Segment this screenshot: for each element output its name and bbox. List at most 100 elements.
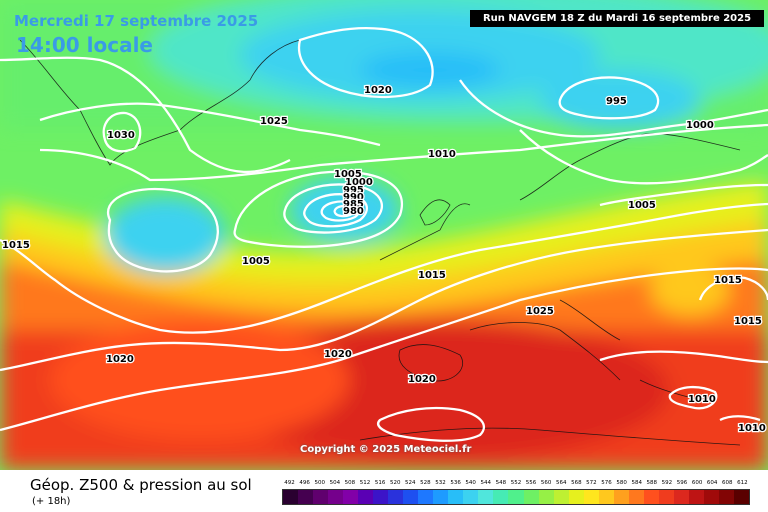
- legend-swatch: [703, 490, 719, 504]
- isobar-label: 1005: [628, 200, 656, 211]
- legend-label: 496: [299, 480, 310, 486]
- forecast-map: 1030 1025 1020 1010 1005 1000 995 990 98…: [0, 0, 768, 470]
- forecast-time: 14:00 locale: [16, 33, 153, 57]
- legend-label: 600: [691, 480, 703, 486]
- legend-swatch: [373, 490, 389, 504]
- legend-label: 540: [465, 480, 476, 486]
- legend-label: 524: [405, 480, 416, 486]
- legend-swatch: [673, 490, 689, 504]
- legend-label: 512: [359, 480, 371, 486]
- legend-swatch: [628, 490, 644, 504]
- legend-label: 560: [540, 480, 552, 486]
- legend-swatch: [298, 490, 314, 504]
- legend-label: 588: [646, 480, 658, 486]
- legend-label: 532: [435, 480, 446, 486]
- isobar-label: 980: [343, 206, 364, 217]
- legend-label: 508: [344, 480, 356, 486]
- legend-swatch: [583, 490, 599, 504]
- legend-label: 608: [722, 480, 733, 486]
- legend-swatch: [733, 490, 749, 504]
- legend-swatch: [463, 490, 479, 504]
- legend-label: 584: [631, 480, 642, 486]
- isobar-label: 1015: [418, 270, 446, 281]
- isobar-label: 1015: [734, 316, 762, 327]
- copyright-notice: Copyright © 2025 Meteociel.fr: [300, 444, 472, 455]
- legend-swatch: [568, 490, 584, 504]
- legend-swatch: [613, 490, 629, 504]
- legend-label: 580: [616, 480, 627, 486]
- legend-label: 604: [706, 480, 718, 486]
- legend-label: 572: [586, 480, 597, 486]
- legend-label: 520: [389, 480, 401, 486]
- isobar-label: 995: [343, 185, 364, 196]
- legend-swatch: [358, 490, 374, 504]
- legend-label: 568: [571, 480, 582, 486]
- legend-label: 516: [374, 480, 386, 486]
- legend-label: 552: [510, 480, 522, 486]
- legend-label: 592: [661, 480, 673, 486]
- isobar-label: 1015: [2, 240, 30, 251]
- legend-swatch: [283, 490, 299, 504]
- legend-label: 548: [495, 480, 507, 486]
- legend-swatch: [658, 490, 674, 504]
- legend-color-bar: [282, 489, 750, 505]
- isobar-label: 995: [606, 96, 627, 107]
- isobar-label: 1010: [428, 149, 456, 160]
- legend-label: 544: [480, 480, 492, 486]
- isobar-label: 1025: [260, 116, 288, 127]
- legend-label: 576: [601, 480, 612, 486]
- legend-label: 536: [450, 480, 461, 486]
- legend-swatch: [643, 490, 659, 504]
- legend-swatch: [403, 490, 419, 504]
- legend-swatch: [538, 490, 554, 504]
- legend-label: 528: [420, 480, 431, 486]
- isobar-label: 1010: [688, 394, 716, 405]
- legend-label: 556: [525, 480, 537, 486]
- isobar-label: 1020: [364, 85, 392, 96]
- product-title: Géop. Z500 & pression au sol: [30, 476, 252, 494]
- legend-label: 564: [555, 480, 567, 486]
- legend-label: 500: [314, 480, 325, 486]
- legend-swatch: [313, 490, 329, 504]
- isobar-label: 990: [343, 192, 364, 203]
- legend-swatch: [688, 490, 704, 504]
- legend-swatch: [343, 490, 359, 504]
- isobar-labels: 1030 1025 1020 1010 1005 1000 995 990 98…: [1, 84, 767, 436]
- isobar-label: 1030: [107, 130, 135, 141]
- legend-swatch: [388, 490, 404, 504]
- legend-swatch: [478, 490, 494, 504]
- isobar-label: 1005: [242, 256, 270, 267]
- isobar-label: 1020: [324, 349, 352, 360]
- forecast-date: Mercredi 17 septembre 2025: [14, 12, 259, 30]
- coastlines: [19, 39, 741, 446]
- footer: Géop. Z500 & pression au sol (+ 18h) 492…: [0, 470, 768, 512]
- isobar-label: 1000: [345, 177, 373, 188]
- isobar-label: 1020: [408, 374, 436, 385]
- isobar-label: 1005: [334, 169, 362, 180]
- legend-swatch: [493, 490, 509, 504]
- legend-label: 596: [676, 480, 688, 486]
- legend-swatch: [448, 490, 464, 504]
- color-legend: 492 496 500 504 508 512 516 520 524 528 532 536 540 5…: [282, 478, 750, 505]
- legend-swatch: [433, 490, 449, 504]
- legend-swatch: [718, 490, 734, 504]
- isobar-label: 985: [343, 199, 364, 210]
- legend-label: 612: [737, 480, 748, 486]
- legend-swatch: [598, 490, 614, 504]
- isobar-label: 1015: [714, 275, 742, 286]
- legend-swatch: [553, 490, 569, 504]
- legend-swatch: [523, 490, 539, 504]
- legend-swatch: [508, 490, 524, 504]
- lead-time: (+ 18h): [32, 496, 71, 507]
- legend-labels: 492 496 500 504 508 512 516 520 524 528 532 536 540 5…: [282, 478, 750, 489]
- isobar-lines: [0, 26, 768, 442]
- legend-label: 504: [329, 480, 341, 486]
- model-run-banner: Run NAVGEM 18 Z du Mardi 16 septembre 20…: [470, 10, 764, 27]
- isobar-label: 1000: [686, 120, 714, 131]
- legend-label: 492: [284, 480, 295, 486]
- isobar-label: 1025: [526, 306, 554, 317]
- isobar-label: 1020: [106, 354, 134, 365]
- legend-swatch: [418, 490, 434, 504]
- isobar-label: 1010: [738, 423, 766, 434]
